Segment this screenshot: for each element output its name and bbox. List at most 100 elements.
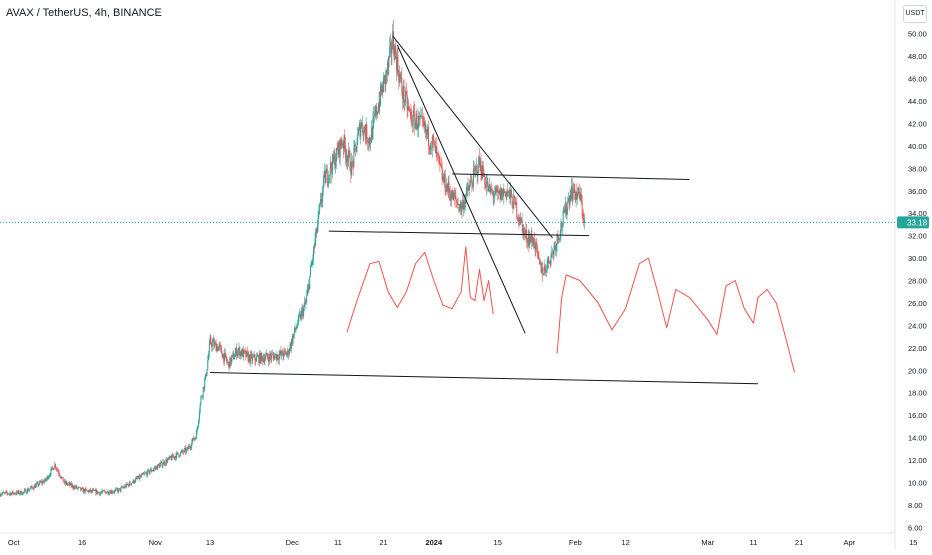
projection-curve[interactable] — [346, 246, 494, 333]
candle-body — [164, 464, 166, 465]
candle-body — [278, 354, 280, 360]
candle-body — [580, 194, 582, 202]
candle-body — [423, 121, 425, 127]
candle-body — [127, 484, 129, 486]
candle-body — [23, 491, 25, 493]
candle-body — [481, 173, 483, 179]
candle-body — [64, 480, 66, 483]
candle-body — [109, 491, 111, 494]
candle-body — [45, 478, 47, 481]
candle-body — [24, 489, 26, 491]
candle-body — [294, 327, 296, 335]
candle-body — [173, 456, 175, 459]
candle-body — [288, 351, 290, 356]
candle-body — [50, 468, 52, 475]
candle-body — [179, 452, 181, 457]
candle-body — [325, 173, 327, 184]
projection-drawing[interactable] — [346, 246, 795, 373]
candle-body — [169, 456, 171, 458]
candle-body — [191, 441, 193, 447]
candle-body — [439, 157, 441, 164]
candle-body — [457, 204, 459, 205]
trendline[interactable] — [210, 372, 759, 385]
candle-body — [575, 192, 577, 201]
time-axis[interactable]: Oct 16 Nov 13 Dec 11 21 2024 15 Feb 12 Mar 11 21 Apr 15 — [8, 538, 918, 547]
candle-body — [562, 210, 564, 226]
candle-body — [167, 457, 169, 460]
trendline[interactable] — [328, 230, 590, 237]
candle-body — [83, 489, 85, 493]
candle-body — [103, 490, 105, 491]
candle-body — [315, 228, 317, 240]
candle-body — [364, 127, 366, 132]
projection-curve[interactable] — [556, 257, 795, 373]
candle-body — [583, 216, 585, 224]
candle-body — [44, 478, 46, 482]
candle-body — [292, 336, 294, 344]
candle-body — [367, 142, 369, 144]
candle-body — [37, 482, 39, 486]
candle-body — [124, 485, 126, 488]
candle-body — [138, 475, 140, 479]
candle-body — [243, 349, 245, 358]
candle-body — [410, 111, 412, 115]
candle-body — [361, 122, 363, 126]
candle-body — [333, 155, 335, 162]
candle-body — [578, 188, 580, 194]
candle-body — [322, 176, 324, 189]
candle-body — [357, 134, 359, 145]
candle-body — [4, 492, 6, 494]
trendline[interactable] — [452, 173, 690, 181]
candle-body — [7, 493, 9, 494]
price-axis[interactable]: 6.00 8.00 10.00 12.00 14.00 16.00 18.00 20.00 22… — [908, 7, 927, 532]
candle-body — [8, 493, 10, 495]
candle-body — [123, 487, 125, 488]
candle-body — [86, 489, 88, 491]
candle-body — [258, 355, 260, 364]
candle-body — [144, 473, 146, 474]
candle-body — [227, 362, 229, 363]
candle-body — [472, 184, 474, 188]
candle-body — [286, 353, 288, 356]
candle-body — [18, 490, 20, 494]
candle-body — [558, 238, 560, 240]
candle-body — [300, 313, 302, 320]
candle-body — [287, 350, 289, 354]
candle-body — [362, 131, 364, 136]
time-tick-label: 11 — [750, 538, 758, 547]
candle-body — [136, 477, 138, 479]
candle-body — [125, 483, 127, 488]
candle-body — [526, 241, 528, 243]
candle-body — [322, 188, 324, 200]
candle-body — [250, 354, 252, 355]
candle-body — [77, 487, 79, 489]
candle-body — [266, 353, 268, 357]
candle-body — [385, 71, 387, 84]
candle-body — [176, 452, 178, 454]
candle-body — [305, 301, 307, 304]
candle-body — [393, 50, 395, 60]
candle-body — [260, 353, 262, 363]
candle-body — [29, 488, 31, 490]
candle-body — [476, 166, 478, 177]
candle-body — [307, 284, 309, 290]
candle-body — [354, 144, 356, 148]
trendline[interactable] — [392, 35, 553, 239]
candle-body — [31, 486, 33, 488]
trendline[interactable] — [396, 44, 526, 334]
candle-body — [517, 217, 519, 219]
candle-body — [151, 470, 153, 472]
candle-body — [63, 481, 65, 483]
trendline-drawings[interactable] — [210, 35, 759, 385]
candle-body — [272, 354, 274, 356]
candle-body — [227, 362, 229, 363]
candle-body — [96, 490, 98, 494]
candle-body — [97, 492, 99, 494]
candle-body — [396, 55, 398, 72]
candle-body — [32, 487, 34, 489]
candle-body — [230, 357, 232, 364]
currency-button[interactable]: USDT — [903, 5, 927, 23]
candle-body — [324, 171, 326, 184]
